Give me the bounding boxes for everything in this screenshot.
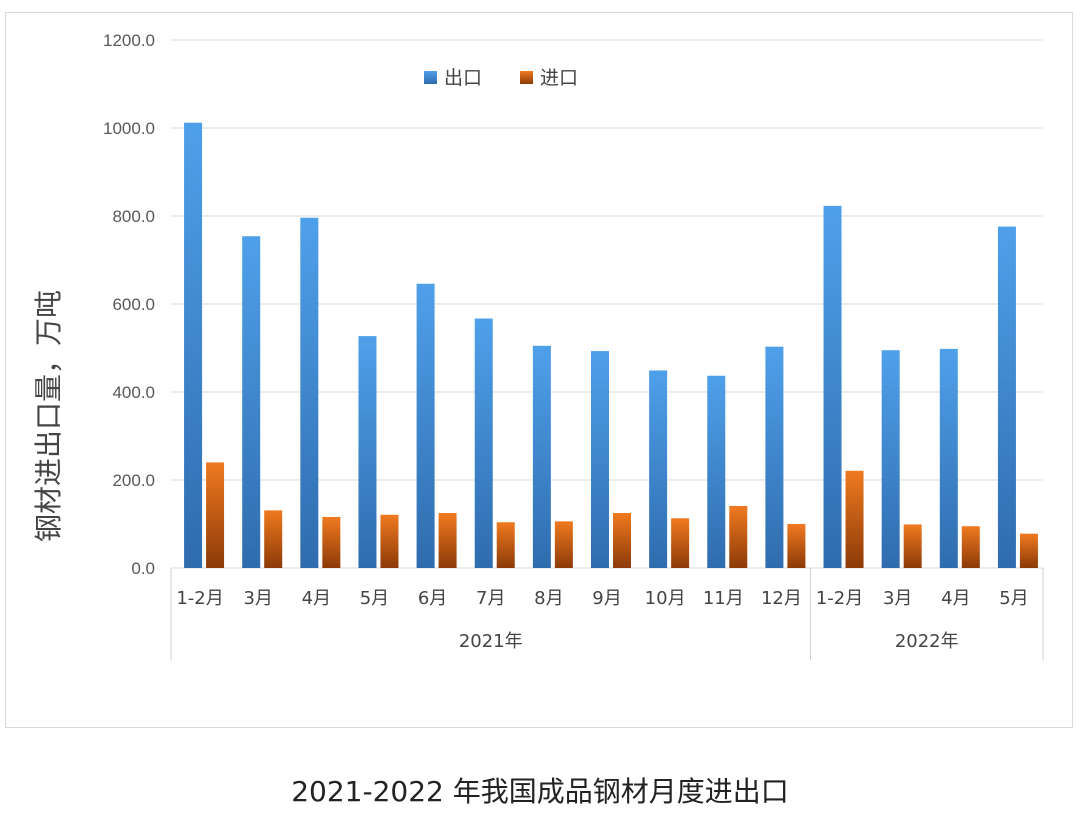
y-tick-label: 200.0: [112, 471, 155, 490]
x-tick-label: 6月: [418, 588, 447, 609]
x-tick-label: 4月: [302, 588, 331, 609]
x-tick-label: 7月: [476, 588, 505, 609]
export-bar: [358, 336, 377, 568]
bars-layer: [184, 122, 1038, 569]
export-bar: [823, 205, 842, 568]
y-axis-title: 钢材进出口量，万吨: [32, 290, 65, 542]
import-bar: [264, 510, 283, 568]
export-bar: [416, 283, 435, 568]
import-bar: [787, 524, 806, 568]
import-bar: [322, 516, 341, 568]
import-bar: [961, 526, 980, 568]
export-bar: [881, 350, 900, 568]
export-bar: [939, 348, 958, 568]
export-bar: [997, 226, 1016, 568]
x-tick-label: 5月: [999, 588, 1028, 609]
y-tick-label: 1200.0: [103, 31, 155, 50]
chart-frame: 0.0 200.0 400.0 600.0 800.0 1000.0 1200.0 1-2月 3…: [5, 12, 1073, 728]
x-tick-label: 10月: [645, 588, 686, 609]
y-tick-label: 800.0: [112, 207, 155, 226]
export-bar: [532, 345, 551, 568]
x-tick-label: 12月: [761, 588, 802, 609]
export-bar: [242, 236, 261, 569]
legend: 出口 进口: [424, 67, 578, 89]
legend-swatch-import: [520, 71, 533, 84]
import-bar: [1019, 533, 1038, 568]
export-bar: [591, 351, 609, 568]
x-tick-label: 9月: [592, 588, 621, 609]
import-bar: [671, 518, 690, 568]
x-tick-label: 3月: [883, 588, 912, 609]
axis-layer: 0.0 200.0 400.0 600.0 800.0 1000.0 1200.0 1-2月 3…: [103, 31, 1044, 660]
import-bar: [845, 470, 864, 568]
group-label: 2022年: [895, 631, 959, 652]
import-bar: [380, 514, 399, 568]
import-bar: [438, 513, 457, 568]
import-bar: [554, 521, 573, 568]
y-tick-label: 0.0: [131, 559, 155, 578]
export-bar: [184, 122, 203, 568]
x-tick-label: 1-2月: [816, 588, 863, 609]
legend-swatch-export: [424, 71, 437, 84]
import-bar: [206, 462, 225, 568]
import-bar: [496, 522, 515, 568]
y-tick-label: 600.0: [112, 295, 155, 314]
figure-caption: 2021-2022 年我国成品钢材月度进出口: [291, 775, 789, 808]
x-tick-label: 1-2月: [176, 588, 223, 609]
x-tick-label: 8月: [534, 588, 563, 609]
y-tick-label: 1000.0: [103, 119, 155, 138]
bar-chart: 0.0 200.0 400.0 600.0 800.0 1000.0 1200.0 1-2月 3…: [32, 31, 1044, 660]
import-bar: [613, 513, 631, 568]
import-bar: [903, 524, 922, 568]
x-tick-label: 11月: [703, 588, 744, 609]
x-tick-label: 5月: [360, 588, 389, 609]
y-tick-label: 400.0: [112, 383, 155, 402]
export-bar: [707, 375, 726, 568]
export-bar: [649, 370, 668, 568]
export-bar: [765, 346, 784, 568]
group-label: 2021年: [459, 631, 523, 652]
legend-label-export: 出口: [444, 67, 482, 89]
export-bar: [474, 318, 493, 568]
import-bar: [729, 505, 748, 568]
export-bar: [300, 217, 319, 568]
x-tick-label: 4月: [941, 588, 970, 609]
x-tick-label: 3月: [243, 588, 272, 609]
legend-label-import: 进口: [540, 67, 578, 89]
